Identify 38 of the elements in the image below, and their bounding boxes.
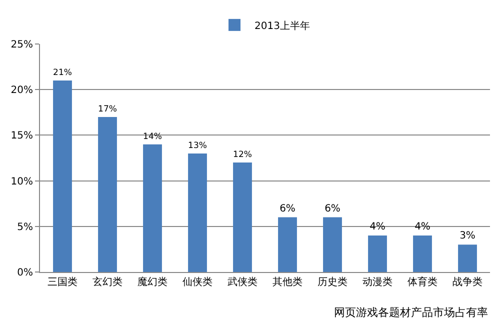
bar [368, 236, 387, 272]
y-tick-label: 15% [10, 130, 33, 142]
bar [233, 162, 252, 272]
x-tick-label: 武侠类 [228, 276, 258, 288]
y-tick-label: 0% [17, 268, 33, 278]
data-label: 6% [280, 203, 296, 214]
data-label: 21% [53, 68, 72, 78]
text: 网页游戏各题材产品市场占有率 [334, 306, 488, 319]
x-tick-label: 其他类 [272, 276, 302, 288]
data-label: 14% [143, 132, 162, 142]
x-tick-label: 三国类 [48, 276, 78, 288]
x-tick-label: 历史类 [318, 276, 348, 288]
bar [98, 116, 117, 272]
data-label: 4% [414, 222, 430, 233]
data-label: 6% [324, 203, 340, 214]
legend-label: 2013上半年 [254, 20, 310, 32]
y-tick-label: 20% [10, 85, 33, 96]
x-tick-label: 玄幻类 [92, 276, 122, 288]
bar [188, 153, 207, 272]
bar [413, 236, 432, 272]
data-label: 17% [98, 104, 117, 114]
bar [458, 244, 477, 272]
x-tick-label: 魔幻类 [138, 276, 168, 288]
bar [143, 144, 162, 272]
bar [53, 80, 72, 272]
y-tick-label: 5% [17, 222, 33, 233]
bar [323, 217, 342, 272]
data-label: 13% [188, 140, 207, 151]
x-tick-label: 动漫类 [362, 276, 392, 288]
data-label: 3% [460, 230, 476, 242]
x-tick-label: 战争类 [452, 276, 482, 288]
bar [278, 217, 297, 272]
data-label: 4% [370, 222, 386, 233]
x-tick-label: 仙侠类 [182, 276, 212, 288]
y-tick-label: 25% [10, 40, 33, 50]
x-tick-label: 体育类 [408, 276, 438, 288]
y-tick-label: 10% [10, 176, 33, 188]
data-label: 12% [233, 150, 252, 160]
